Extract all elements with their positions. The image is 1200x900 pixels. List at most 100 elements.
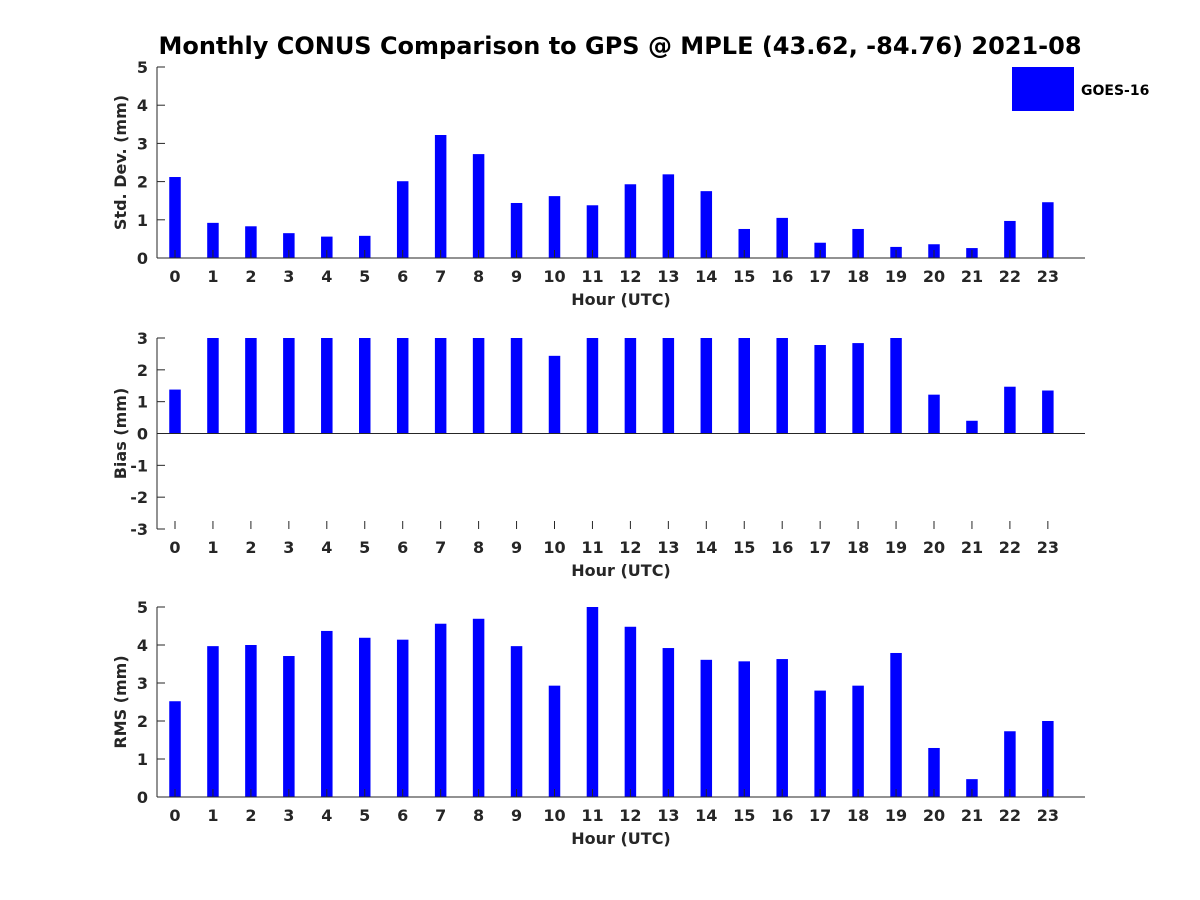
x-tick-label-bias: 14 [695, 538, 717, 557]
x-tick-label-bias: 9 [511, 538, 522, 557]
y-tick-label-rms: 2 [137, 712, 148, 731]
x-tick-label-rms: 11 [581, 806, 603, 825]
bar-rms-hour-4 [321, 630, 333, 797]
x-tick-label-rms: 18 [847, 806, 869, 825]
x-tick-label-bias: 2 [245, 538, 256, 557]
y-tick-label-rms: 4 [137, 636, 148, 655]
y-tick-label-rms: 1 [137, 750, 148, 769]
bar-rms-hour-8 [472, 618, 485, 797]
x-tick-label-rms: 15 [733, 806, 755, 825]
x-tick-label-bias: 19 [885, 538, 907, 557]
bar-std-hour-5 [359, 235, 371, 258]
bar-bias-hour-11 [586, 338, 599, 434]
x-tick-label-rms: 5 [359, 806, 370, 825]
bar-bias-hour-8 [472, 338, 485, 434]
x-tick-label-rms: 22 [999, 806, 1021, 825]
y-tick-label-bias: 2 [137, 361, 148, 380]
bar-std-hour-4 [321, 236, 333, 258]
x-tick-label-rms: 23 [1037, 806, 1059, 825]
x-tick-label-bias: 15 [733, 538, 755, 557]
x-tick-label-std: 19 [885, 267, 907, 286]
chart-title: Monthly CONUS Comparison to GPS @ MPLE (… [158, 32, 1081, 60]
bar-std-hour-0 [169, 177, 181, 258]
x-tick-label-bias: 12 [619, 538, 641, 557]
x-tick-label-bias: 4 [321, 538, 332, 557]
x-tick-label-std: 4 [321, 267, 332, 286]
bar-bias-hour-6 [396, 338, 409, 434]
x-tick-label-std: 9 [511, 267, 522, 286]
x-tick-label-rms: 17 [809, 806, 831, 825]
x-tick-label-rms: 10 [543, 806, 565, 825]
legend-label: GOES-16 [1081, 83, 1149, 99]
bar-bias-hour-13 [662, 338, 675, 434]
x-tick-label-rms: 14 [695, 806, 717, 825]
bar-std-hour-18 [852, 228, 864, 258]
x-tick-label-rms: 20 [923, 806, 945, 825]
x-tick-label-std: 22 [999, 267, 1021, 286]
bar-rms-hour-2 [245, 645, 257, 797]
x-tick-label-std: 0 [169, 267, 180, 286]
bar-rms-hour-23 [1042, 721, 1054, 797]
y-tick-label-rms: 5 [137, 598, 148, 617]
bar-rms-hour-21 [966, 779, 978, 797]
y-tick-label-bias: -3 [130, 520, 148, 539]
x-tick-label-std: 16 [771, 267, 793, 286]
bar-rms-hour-14 [700, 659, 713, 797]
x-tick-label-std: 12 [619, 267, 641, 286]
bar-rms-hour-1 [207, 646, 219, 797]
y-axis-label-bias: Bias (mm) [111, 388, 130, 480]
bar-std-hour-8 [472, 154, 485, 258]
x-tick-label-rms: 3 [283, 806, 294, 825]
bar-bias-hour-1 [207, 338, 219, 434]
x-tick-label-std: 14 [695, 267, 717, 286]
y-tick-label-std: 5 [137, 58, 148, 77]
legend: GOES-16 [1012, 67, 1149, 111]
x-tick-label-rms: 1 [207, 806, 218, 825]
x-tick-label-rms: 13 [657, 806, 679, 825]
bar-std-hour-9 [510, 202, 523, 258]
bar-rms-hour-7 [434, 623, 447, 797]
bar-bias-hour-18 [852, 343, 864, 434]
y-tick-label-std: 1 [137, 211, 148, 230]
bar-rms-hour-19 [890, 652, 902, 797]
x-tick-label-rms: 0 [169, 806, 180, 825]
x-tick-label-std: 15 [733, 267, 755, 286]
x-tick-label-bias: 22 [999, 538, 1021, 557]
x-tick-label-rms: 21 [961, 806, 983, 825]
x-tick-label-rms: 16 [771, 806, 793, 825]
x-tick-label-rms: 19 [885, 806, 907, 825]
bar-std-hour-6 [396, 181, 409, 258]
bar-std-hour-16 [776, 217, 788, 258]
bar-rms-hour-13 [662, 648, 675, 797]
bar-std-hour-22 [1004, 220, 1016, 258]
bar-rms-hour-22 [1004, 731, 1016, 797]
bar-rms-hour-11 [586, 607, 599, 797]
bar-rms-hour-3 [283, 656, 295, 797]
x-tick-label-std: 13 [657, 267, 679, 286]
y-tick-label-std: 4 [137, 96, 148, 115]
bar-std-hour-3 [283, 233, 295, 258]
y-tick-label-rms: 0 [137, 788, 148, 807]
bar-rms-hour-18 [852, 685, 864, 797]
x-axis-label-bias: Hour (UTC) [571, 561, 671, 580]
bar-rms-hour-0 [169, 701, 181, 797]
x-tick-label-std: 18 [847, 267, 869, 286]
y-tick-label-bias: 3 [137, 329, 148, 348]
x-tick-label-std: 3 [283, 267, 294, 286]
x-tick-label-bias: 3 [283, 538, 294, 557]
legend-swatch [1012, 67, 1074, 111]
x-tick-label-std: 20 [923, 267, 945, 286]
x-tick-label-bias: 8 [473, 538, 484, 557]
y-tick-label-bias: -1 [130, 456, 148, 475]
bar-rms-hour-20 [928, 747, 940, 797]
x-axis-label-rms: Hour (UTC) [571, 829, 671, 848]
bar-bias-hour-14 [700, 338, 713, 434]
x-tick-label-std: 17 [809, 267, 831, 286]
x-tick-label-bias: 20 [923, 538, 945, 557]
bar-std-hour-15 [738, 228, 750, 258]
bar-bias-hour-16 [776, 338, 788, 434]
bar-bias-hour-7 [434, 338, 447, 434]
